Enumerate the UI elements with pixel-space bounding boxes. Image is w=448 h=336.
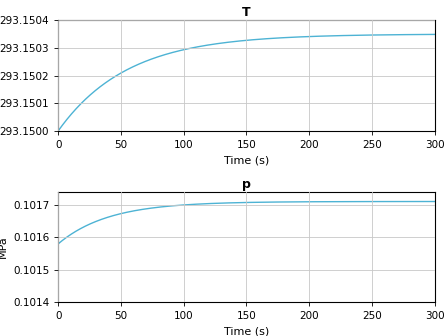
- Y-axis label: MPa: MPa: [0, 236, 8, 258]
- X-axis label: Time (s): Time (s): [224, 327, 269, 336]
- X-axis label: Time (s): Time (s): [224, 156, 269, 165]
- Title: T: T: [242, 6, 251, 19]
- Title: p: p: [242, 177, 251, 191]
